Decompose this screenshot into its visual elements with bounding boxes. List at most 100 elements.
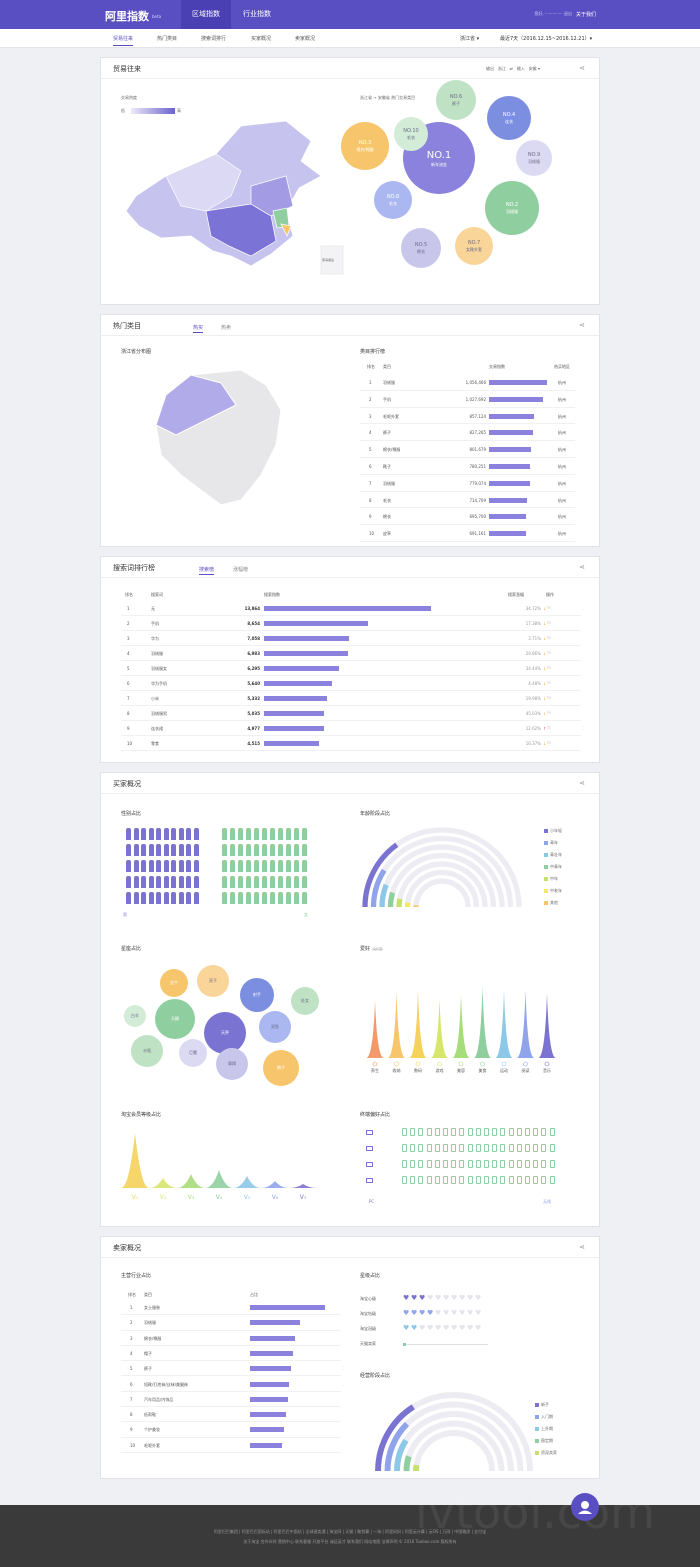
star-bubble-1[interactable]: 天秤 <box>204 1012 246 1054</box>
trade-bubble-2[interactable]: NO.2 羽绒服 <box>485 181 539 235</box>
trend-icon[interactable]: ⌇⌇ <box>547 635 551 640</box>
table-row[interactable]: 3 棉衣/棉服 <box>121 1331 341 1346</box>
province-from[interactable]: 浙江 <box>497 66 506 71</box>
subtab-trade[interactable]: 贸易往来 <box>113 36 134 46</box>
table-row[interactable]: 10 毛呢外套 <box>121 1438 341 1453</box>
level-row[interactable]: 天猫卖家 <box>360 1339 560 1351</box>
logo[interactable]: 阿里指数 <box>105 10 149 23</box>
trade-bubble-3[interactable]: NO.3 棉衣/棉服 <box>341 122 389 170</box>
table-row[interactable]: 7 小米 5,332 19.98% ↓ ⌇⌇ <box>121 691 581 706</box>
region-select[interactable]: 浙江省 ▾ <box>460 36 480 42</box>
customer-service-button[interactable] <box>571 1493 599 1521</box>
footer-links[interactable]: 阿里巴巴集团 | 阿里巴巴国际站 | 阿里巴巴中国站 | 全球速卖通 | 淘宝网… <box>213 1529 487 1534</box>
row-rank: 4 <box>369 430 372 436</box>
trade-bubble-10[interactable]: NO.10 毛衣 <box>394 117 428 151</box>
star-bubble-7[interactable]: 水瓶 <box>131 1035 163 1067</box>
table-row[interactable]: 8 羽绒服男 5,035 45.03% ↓ ⌇⌇ <box>121 706 581 721</box>
table-row[interactable]: 7 羽绒服 779,074 杭州 <box>360 475 575 492</box>
trend-icon[interactable]: ⌇⌇ <box>547 695 551 700</box>
swap-icon[interactable]: ⇄ <box>509 66 514 71</box>
trend-icon[interactable]: ⌇⌇ <box>547 650 551 655</box>
province-to[interactable]: 安徽 ▾ <box>528 66 540 71</box>
out-option[interactable]: 输出 <box>486 66 494 71</box>
date-range-select[interactable]: 最近7天（2016.12.15~2016.12.21）▾ <box>500 36 593 42</box>
female-person-icon <box>222 876 227 888</box>
zhejiang-map[interactable] <box>151 365 301 515</box>
star-bubble-12[interactable]: 处女 <box>291 987 319 1015</box>
trend-icon[interactable]: ⌇⌇ <box>547 740 551 745</box>
subtab-hot[interactable]: 热门类目 <box>157 36 178 42</box>
tab-search-rank[interactable]: 搜索榜 <box>199 567 215 575</box>
trend-icon[interactable]: ⌇⌇ <box>547 710 551 715</box>
star-bubble-4[interactable]: 射手 <box>240 978 274 1012</box>
tab-rise-rank[interactable]: 涨幅榜 <box>233 567 249 573</box>
trade-bubble-4[interactable]: NO.4 连衣 <box>487 96 531 140</box>
subtab-seller[interactable]: 卖家概况 <box>295 36 316 42</box>
china-map[interactable] <box>121 116 351 276</box>
star-bubble-10[interactable]: 狮子 <box>263 1050 299 1086</box>
tab-region-index[interactable]: 区域指数 <box>181 0 231 29</box>
star-bubble-11[interactable]: 双鱼 <box>259 1011 291 1043</box>
level-row[interactable]: 淘宝心级 ♥ ♥ ♥ ♥ ♥ ♥ ♥ ♥ ♥ ♥ <box>360 1294 560 1306</box>
table-row[interactable]: 5 羽绒服女 6,295 34.44% ↓ ⌇⌇ <box>121 661 581 676</box>
trade-bubble-9[interactable]: NO.9 羽绒服 <box>516 140 552 176</box>
table-row[interactable]: 6 短靴/打底袜/丝袜/美腿袜 <box>121 1377 341 1392</box>
table-row[interactable]: 10 零食 4,515 16.37% ↓ ⌇⌇ <box>121 736 581 751</box>
table-row[interactable]: 3 毛呢外套 857,124 杭州 <box>360 408 575 425</box>
table-row[interactable]: 9 连衣裙 4,977 12.62% ↑ ⌇⌇ <box>121 721 581 736</box>
user-info[interactable]: 您好, ·············· 退出 <box>534 11 572 16</box>
table-row[interactable]: 6 华为手机 5,640 4.48% ↓ ⌇⌇ <box>121 676 581 691</box>
trend-icon[interactable]: ⌇⌇ <box>547 725 551 730</box>
table-row[interactable]: 8 低帮鞋 <box>121 1407 341 1423</box>
table-row[interactable]: 2 羽绒服 <box>121 1315 341 1331</box>
star-bubble-9[interactable]: 摩羯 <box>216 1048 248 1080</box>
trend-icon[interactable]: ⌇⌇ <box>547 680 551 685</box>
table-row[interactable]: 2 手机 8,654 17.38% ↓ ⌇⌇ <box>121 616 581 631</box>
trade-bubble-7[interactable]: NO.7 女靴外套 <box>455 227 493 265</box>
table-row[interactable]: 4 帽子 <box>121 1346 341 1362</box>
table-row[interactable]: 4 羽绒服 6,983 29.86% ↓ ⌇⌇ <box>121 646 581 661</box>
share-icon[interactable]: ⋖ <box>579 321 585 329</box>
row-category: 羽绒服 <box>383 480 395 486</box>
trade-bubble-8[interactable]: NO.8 毛衣 <box>374 181 412 219</box>
trade-bubble-5[interactable]: NO.5 棉衣 <box>401 228 441 268</box>
trend-icon[interactable]: ⌇⌇ <box>547 665 551 670</box>
share-icon[interactable]: ⋖ <box>579 563 585 571</box>
table-row[interactable]: 1 无 13,864 34.72% ↓ ⌇⌇ <box>121 601 581 616</box>
star-bubble-8[interactable]: 巨蟹 <box>179 1039 207 1067</box>
table-row[interactable]: 1 羽绒服 1,056,466 杭州 <box>360 374 575 391</box>
level-row[interactable]: 淘宝冠级 ♥ ♥ ♥ ♥ ♥ ♥ ♥ ♥ ♥ ♥ <box>360 1324 560 1336</box>
in-option[interactable]: 输入 <box>516 66 525 71</box>
share-icon[interactable]: ⋖ <box>579 64 585 72</box>
about-link[interactable]: 关于我们 <box>575 12 596 18</box>
star-bubble-2[interactable]: 天蝎 <box>155 999 195 1039</box>
tab-hot-sell[interactable]: 热卖 <box>221 325 232 331</box>
table-row[interactable]: 4 裤子 827,265 杭州 <box>360 424 575 442</box>
table-row[interactable]: 3 华为 7,058 3.71% ↓ ⌇⌇ <box>121 631 581 646</box>
table-row[interactable]: 2 手机 1,027,692 杭州 <box>360 391 575 408</box>
trade-bubble-6[interactable]: NO.6 裤子 <box>436 80 476 120</box>
phone-icon <box>484 1144 489 1152</box>
level-row[interactable]: 淘宝钻级 ♥ ♥ ♥ ♥ ♥ ♥ ♥ ♥ ♥ ♥ <box>360 1309 560 1321</box>
table-row[interactable]: 9 个护美妆 <box>121 1422 341 1438</box>
share-icon[interactable]: ⋖ <box>579 779 585 787</box>
tab-hot-buy[interactable]: 热买 <box>193 325 204 333</box>
table-row[interactable]: 7 汽车用品/内饰品 <box>121 1392 341 1408</box>
tab-industry-index[interactable]: 行业指数 <box>243 10 271 18</box>
trend-icon[interactable]: ⌇⌇ <box>547 605 551 610</box>
trade-controls[interactable]: 输出 浙江 ⇄ 输入 安徽 ▾ <box>486 66 540 72</box>
table-row[interactable]: 8 毛衣 714,709 杭州 <box>360 492 575 509</box>
star-bubble-6[interactable]: 白羊 <box>124 1005 146 1027</box>
table-row[interactable]: 1 女士服装 <box>121 1300 341 1316</box>
share-icon[interactable]: ⋖ <box>579 1243 585 1251</box>
table-row[interactable]: 10 皮草 691,161 杭州 <box>360 525 575 542</box>
table-row[interactable]: 9 棉衣 695,700 杭州 <box>360 508 575 526</box>
table-row[interactable]: 5 棉衣/棉服 801,679 杭州 <box>360 441 575 458</box>
subtab-search[interactable]: 搜索词排行 <box>201 36 227 42</box>
trend-icon[interactable]: ⌇⌇ <box>547 620 551 625</box>
subtab-buyer[interactable]: 买家概况 <box>251 36 272 42</box>
star-bubble-5[interactable]: 双子 <box>197 965 229 997</box>
table-row[interactable]: 6 靴子 780,251 杭州 <box>360 458 575 475</box>
star-bubble-3[interactable]: 金牛 <box>160 969 188 997</box>
table-row[interactable]: 5 裤子 <box>121 1361 341 1377</box>
